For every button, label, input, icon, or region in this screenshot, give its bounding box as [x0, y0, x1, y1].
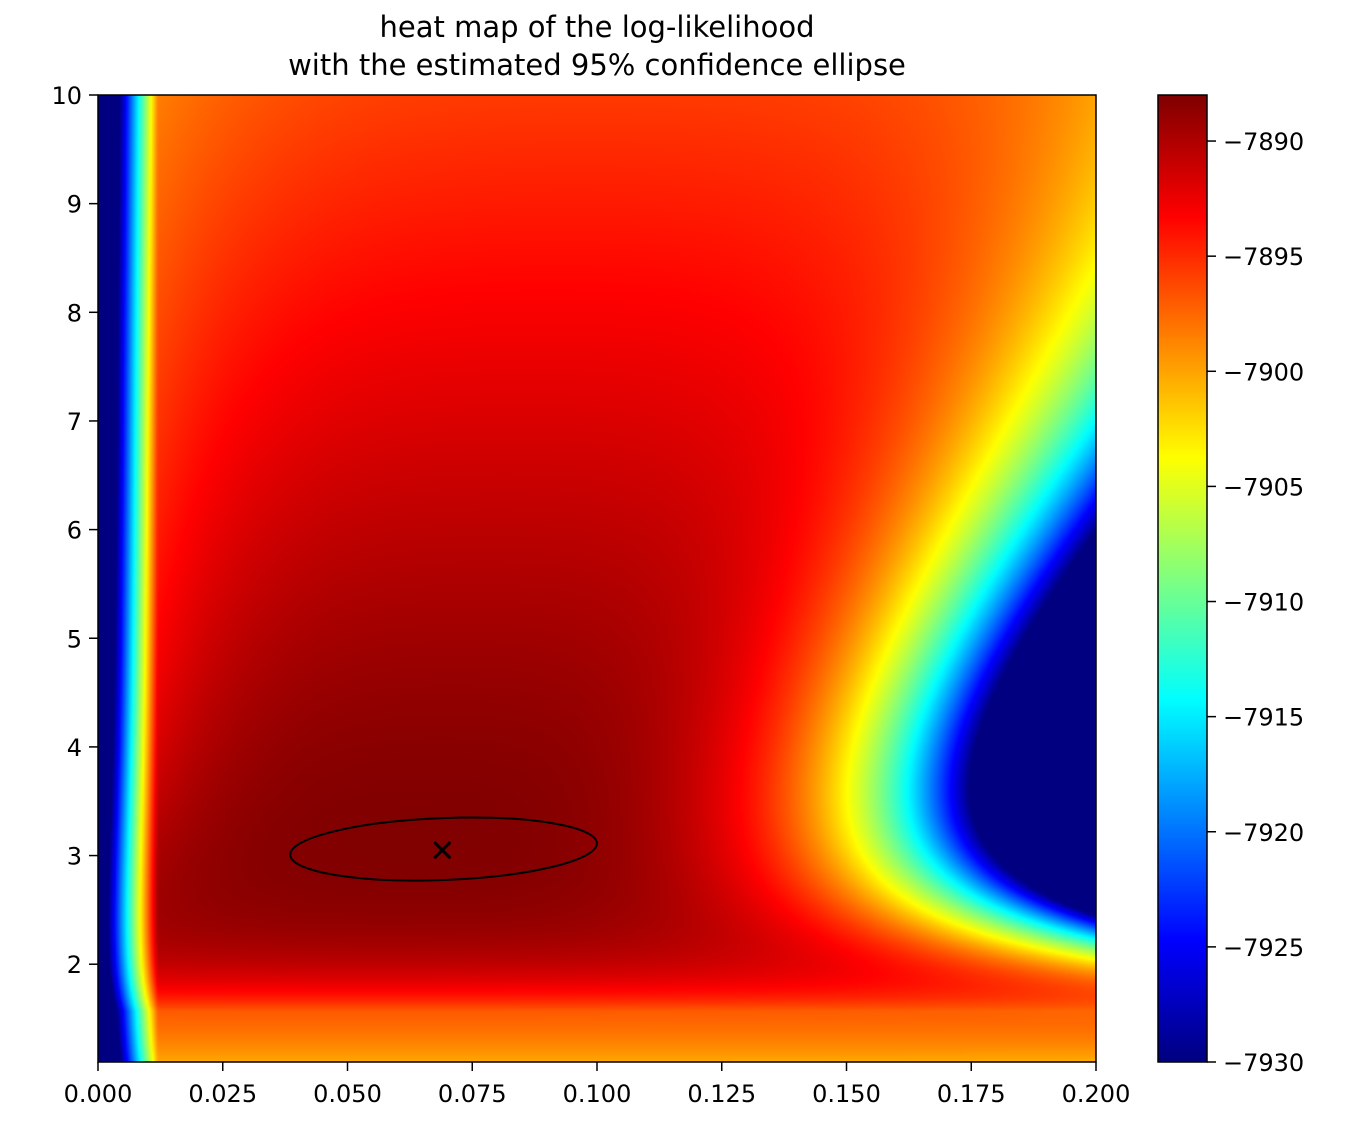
chart-title-line-1: heat map of the log-likelihood [379, 10, 815, 44]
confidence-ellipse [289, 816, 598, 882]
maximum-marker [433, 841, 452, 860]
colorbar-tick-label: −7920 [1223, 819, 1304, 847]
y-tick-label: 9 [67, 191, 82, 219]
plot-frame [97, 94, 1097, 1063]
x-tick-label: 0.000 [64, 1080, 133, 1108]
x-tick-label: 0.100 [563, 1080, 632, 1108]
chart-title-line-2: with the estimated 95% confidence ellips… [288, 48, 906, 82]
y-tick-label: 7 [67, 408, 82, 436]
y-axis-ticks: 2 3 4 5 6 7 8 9 10 [51, 82, 98, 979]
x-tick-label: 0.025 [188, 1080, 257, 1108]
colorbar-tick-label: −7915 [1223, 704, 1304, 732]
colorbar-tick-label: −7925 [1223, 934, 1304, 962]
colorbar-tick-label: −7930 [1223, 1049, 1304, 1077]
y-tick-label: 10 [51, 82, 82, 110]
colorbar-gradient [1158, 95, 1207, 1062]
log-likelihood-heatmap [98, 95, 1096, 1062]
y-tick-label: 8 [67, 299, 82, 327]
colorbar-tick-label: −7895 [1223, 243, 1304, 271]
colorbar-tick-label: −7900 [1223, 358, 1304, 386]
x-tick-label: 0.125 [687, 1080, 756, 1108]
colorbar-tick-label: −7905 [1223, 473, 1304, 501]
colorbar-ticks: −7890 −7895 −7900 −7905 −7910 −7915 −7920 −7925… [1207, 128, 1304, 1077]
colorbar-frame [1157, 94, 1208, 1063]
x-tick-label: 0.075 [438, 1080, 507, 1108]
y-tick-label: 2 [67, 951, 82, 979]
y-tick-label: 4 [67, 734, 82, 762]
y-tick-label: 3 [67, 843, 82, 871]
x-tick-label: 0.200 [1062, 1080, 1131, 1108]
y-tick-label: 6 [67, 517, 82, 545]
x-tick-label: 0.150 [812, 1080, 881, 1108]
colorbar-tick-label: −7890 [1223, 128, 1304, 156]
y-tick-label: 5 [67, 625, 82, 653]
x-axis-ticks: 0.000 0.025 0.050 0.075 0.100 0.125 0.150 0.175… [64, 1062, 1131, 1108]
x-tick-label: 0.175 [937, 1080, 1006, 1108]
colorbar-tick-label: −7910 [1223, 589, 1304, 617]
x-tick-label: 0.050 [313, 1080, 382, 1108]
